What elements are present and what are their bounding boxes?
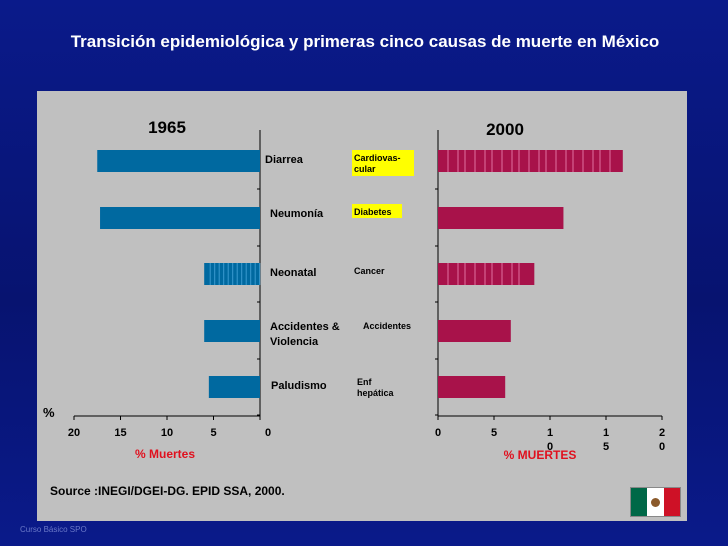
bar-1965 [208, 376, 260, 398]
chart-2000-x-label: % MUERTES [504, 448, 577, 462]
chart-2000-x-tick-label: 5 [491, 427, 497, 439]
bar-1965 [100, 207, 260, 229]
chart-1965-x-tick-label: 5 [210, 427, 216, 439]
category-label-2000: Enf hepática [357, 377, 395, 398]
chart-1965-x-tick-label: 20 [68, 427, 80, 439]
chart-1965-x-tick-label: 10 [161, 427, 173, 439]
chart-svg: 1965 Diarrea Neumonía Neonatal Accidentes & V… [43, 118, 665, 462]
chart-1965-y-label: % [43, 405, 55, 420]
bar-2000 [438, 207, 564, 229]
bar-1965 [204, 320, 260, 342]
category-label-2000: Cardiovas-cular [354, 153, 401, 174]
category-label-2000: Accidentes [363, 321, 411, 331]
bar-1965 [97, 150, 260, 172]
chart-panel: 1965 Diarrea Neumonía Neonatal Accidentes & V… [37, 91, 687, 521]
category-label-1965: Accidentes & Violencia [270, 321, 340, 348]
chart-1965-x-tick-label: 15 [114, 427, 126, 439]
bar-2000 [438, 150, 623, 172]
category-highlight-2000 [352, 204, 402, 218]
slide-title: Transición epidemiológica y primeras cin… [70, 32, 660, 51]
footer-note: Curso Básico SPO [20, 525, 87, 534]
mexico-flag-icon [630, 487, 681, 517]
source-note: Source :INEGI/DGEI-DG. EPID SSA, 2000. [50, 484, 285, 498]
category-label-2000: Cancer [354, 266, 385, 276]
category-label-1965: Neonatal [270, 267, 316, 279]
bar-2000 [438, 376, 506, 398]
category-label-2000: Diabetes [354, 207, 392, 217]
chart-1965-title: 1965 [148, 118, 186, 137]
chart-2000-x-tick-label: 0 [435, 427, 441, 439]
chart-1965-x-tick-label: 0 [265, 427, 271, 439]
category-highlight-2000 [352, 150, 414, 176]
category-label-1965: Diarrea [265, 154, 304, 166]
chart-2000-title: 2000 [486, 120, 524, 139]
bar-1965 [204, 263, 260, 285]
bar-2000 [438, 320, 511, 342]
bar-2000 [438, 263, 535, 285]
category-label-1965: Paludismo [271, 380, 327, 392]
chart-1965-x-label: % Muertes [135, 447, 195, 461]
category-label-1965: Neumonía [270, 208, 324, 220]
